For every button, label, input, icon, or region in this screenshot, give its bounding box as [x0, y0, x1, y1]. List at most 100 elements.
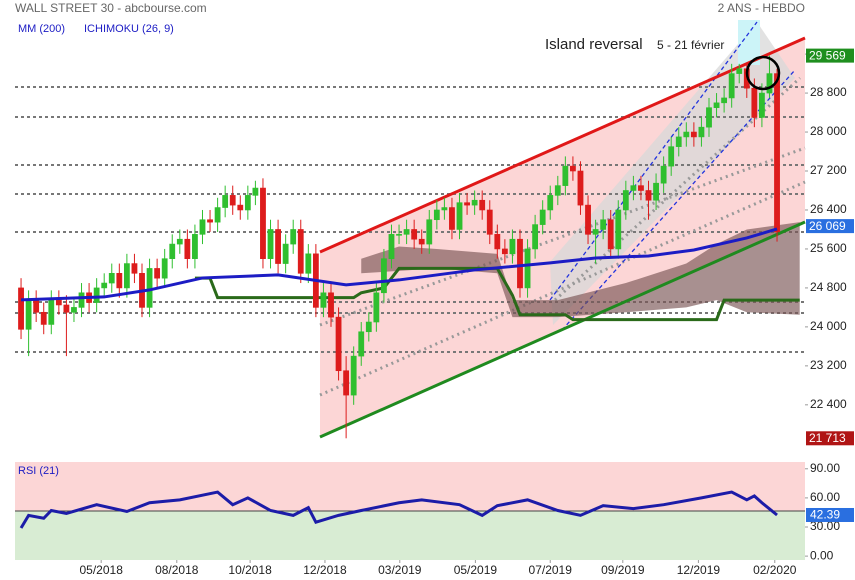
candle-body	[690, 131, 697, 138]
candle-body	[547, 195, 554, 211]
candle-body	[101, 282, 108, 289]
candle-body	[63, 304, 70, 313]
candle-body	[456, 202, 463, 230]
candle-body	[388, 234, 395, 259]
candle-body	[441, 207, 448, 211]
candle-body	[33, 299, 40, 313]
candle-body	[728, 73, 735, 99]
candle-body	[373, 292, 380, 323]
candle-body	[479, 199, 486, 211]
rsi-title: RSI (21)	[18, 465, 59, 477]
candle-body	[222, 195, 229, 208]
candle-body	[365, 321, 372, 333]
candle-body	[494, 234, 501, 250]
rsi-line	[19, 490, 778, 529]
candle-body	[509, 238, 516, 255]
x-tick-label: 05/2018	[79, 563, 123, 577]
y-tick-label: 26 400	[810, 202, 847, 216]
candle-body	[645, 190, 652, 201]
candle-body	[192, 234, 198, 259]
candle-body	[577, 170, 584, 206]
candle-body	[554, 185, 561, 196]
candle-body	[343, 370, 350, 396]
y-tick-label: 23 200	[810, 358, 847, 372]
y-tick-label: 24 000	[810, 319, 847, 333]
y-tick-label: 27 200	[810, 163, 847, 177]
candle-body	[350, 355, 357, 396]
candle-body	[766, 73, 773, 94]
dashed-line	[549, 21, 758, 301]
candle-body	[275, 229, 281, 264]
candle-body	[40, 311, 47, 325]
candle-body	[123, 263, 130, 289]
support-line	[319, 220, 806, 439]
candle-body	[358, 331, 365, 357]
candle-body	[615, 209, 622, 250]
candle-body	[161, 258, 168, 279]
price-marker	[806, 431, 854, 446]
candle-body	[698, 126, 705, 138]
candle-body	[751, 87, 758, 118]
candle-body	[290, 229, 297, 245]
candle-body	[713, 102, 720, 108]
chart-title: WALL STREET 30 - abcbourse.com	[15, 1, 207, 15]
resistance-line	[319, 36, 806, 254]
candle-body	[524, 248, 531, 289]
candle-body	[471, 199, 478, 206]
x-tick-label: 03/2019	[378, 563, 422, 577]
annotation: Island reversal	[545, 36, 643, 53]
legend-ma: MM (200)	[18, 23, 65, 35]
candle-body	[260, 187, 266, 259]
candle-body	[25, 299, 32, 330]
x-tick-label: 10/2018	[228, 563, 272, 577]
candle-body	[184, 238, 191, 259]
y-tick-label: 28 000	[810, 124, 847, 138]
price-marker	[806, 48, 854, 63]
y-tick-label: 30.00	[810, 519, 840, 533]
candle-body	[169, 243, 176, 259]
legend-ichimoku: ICHIMOKU (26, 9)	[84, 23, 174, 35]
candle-body	[93, 287, 100, 303]
candle-body	[539, 209, 546, 225]
candle-body	[426, 219, 433, 245]
candle-body	[282, 243, 289, 264]
dotted-line	[319, 146, 806, 327]
candle-body	[736, 68, 743, 74]
candle-body	[244, 195, 251, 211]
candle-body	[570, 165, 576, 172]
x-tick-label: 12/2019	[677, 563, 721, 577]
candle-body	[78, 292, 85, 308]
candle-body	[199, 219, 206, 235]
candle-body	[449, 207, 455, 230]
rsi-marker-label: 42.39	[810, 508, 840, 522]
candle-body	[237, 204, 244, 211]
candle-body	[668, 146, 675, 167]
highlight-zone	[738, 20, 760, 65]
annotation: 5 - 21 février	[657, 38, 724, 52]
candle-body	[146, 268, 153, 308]
price-marker	[806, 219, 854, 234]
candle-body	[176, 238, 183, 245]
candle-body	[297, 229, 304, 274]
candle-body	[607, 219, 614, 250]
candle-body	[403, 229, 410, 235]
y-tick-label: 22 400	[810, 397, 847, 411]
x-tick-label: 02/2020	[753, 563, 797, 577]
candle-body	[418, 238, 425, 245]
candle-body	[335, 316, 342, 372]
y-tick-label: 90.00	[810, 461, 840, 475]
candle-body	[653, 182, 659, 201]
y-tick-label: 24 800	[810, 280, 847, 294]
candle-body	[660, 165, 667, 184]
x-tick-label: 12/2018	[303, 563, 347, 577]
candle-body	[464, 202, 470, 206]
x-tick-label: 09/2019	[601, 563, 645, 577]
moving-average	[20, 227, 778, 302]
candle-body	[683, 131, 690, 138]
y-tick-label: 28 800	[810, 85, 847, 99]
candle-body	[320, 292, 327, 308]
candle-body	[305, 253, 312, 274]
price-marker-label: 26 069	[809, 219, 846, 233]
price-marker-label: 21 713	[809, 431, 846, 445]
